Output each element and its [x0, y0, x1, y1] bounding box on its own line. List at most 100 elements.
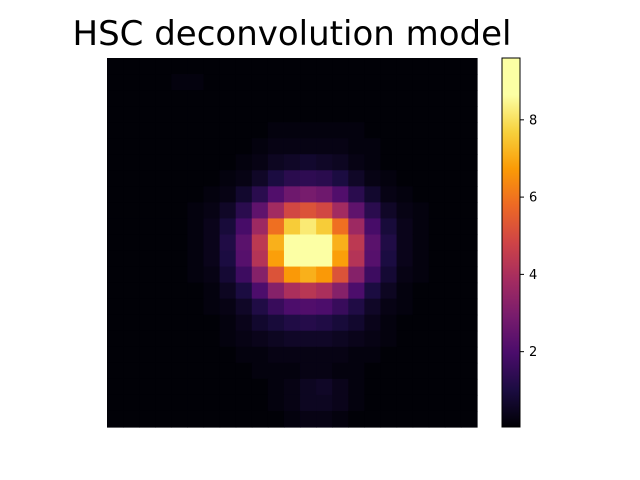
- chart-title: HSC deconvolution model: [72, 14, 512, 54]
- heatmap-cell: [107, 106, 124, 123]
- heatmap-cell: [155, 314, 172, 332]
- heatmap-cell: [203, 250, 221, 268]
- heatmap-cell: [107, 122, 124, 139]
- heatmap-cell: [316, 74, 333, 91]
- heatmap-cell: [460, 138, 478, 155]
- heatmap-cell: [123, 90, 140, 107]
- heatmap-cell: [428, 154, 446, 171]
- heatmap-cell: [107, 410, 124, 428]
- heatmap-cell: [203, 90, 221, 107]
- heatmap-cell: [364, 122, 382, 139]
- heatmap-cell: [316, 218, 333, 236]
- heatmap-cell: [396, 234, 414, 252]
- heatmap-cell: [251, 138, 269, 155]
- heatmap-cell: [107, 170, 124, 187]
- heatmap-cell: [316, 346, 333, 364]
- heatmap-cell: [444, 282, 462, 300]
- heatmap-cell: [123, 218, 140, 236]
- heatmap-cell: [155, 410, 172, 428]
- heatmap-cell: [380, 346, 398, 364]
- heatmap-cell: [139, 298, 156, 316]
- heatmap-cell: [171, 186, 189, 203]
- heatmap-cell: [316, 410, 333, 428]
- heatmap-cell: [251, 282, 269, 300]
- heatmap-cell: [396, 218, 414, 236]
- heatmap-cell: [460, 298, 478, 316]
- heatmap-cell: [380, 154, 398, 171]
- heatmap-cell: [380, 298, 398, 316]
- heatmap-cell: [123, 154, 140, 171]
- heatmap-cell: [412, 330, 430, 348]
- heatmap-cell: [300, 154, 317, 171]
- heatmap-cell: [139, 218, 156, 236]
- heatmap-cell: [300, 122, 317, 139]
- heatmap-cell: [332, 218, 349, 236]
- heatmap-cell: [203, 154, 221, 171]
- heatmap-cell: [300, 362, 317, 380]
- heatmap-cell: [412, 202, 430, 220]
- heatmap-cell: [364, 58, 382, 75]
- heatmap-cell: [235, 266, 253, 284]
- heatmap-cell: [348, 138, 365, 155]
- heatmap-cell: [139, 394, 156, 412]
- heatmap-cell: [187, 282, 205, 300]
- heatmap-cell: [235, 138, 253, 155]
- heatmap-cell: [267, 58, 285, 75]
- heatmap-cell: [203, 122, 221, 139]
- heatmap-cell: [187, 202, 205, 220]
- heatmap-cell: [332, 282, 349, 300]
- heatmap-cell: [171, 90, 189, 107]
- heatmap-cell: [219, 202, 237, 220]
- heatmap-cell: [251, 74, 269, 91]
- heatmap-cell: [155, 170, 172, 187]
- heatmap-cell: [444, 202, 462, 220]
- heatmap-cell: [444, 250, 462, 268]
- heatmap-cell: [267, 122, 285, 139]
- heatmap-cell: [283, 186, 301, 203]
- heatmap-cell: [171, 106, 189, 123]
- heatmap-cell: [171, 362, 189, 380]
- heatmap-cell: [139, 282, 156, 300]
- heatmap-cell: [316, 138, 333, 155]
- heatmap-cell: [155, 378, 172, 396]
- heatmap-cell: [107, 330, 124, 348]
- heatmap-cell: [428, 186, 446, 203]
- heatmap-cell: [203, 234, 221, 252]
- heatmap-cell: [300, 90, 317, 107]
- heatmap-cell: [380, 378, 398, 396]
- heatmap-cell: [460, 154, 478, 171]
- heatmap-cell: [235, 234, 253, 252]
- heatmap-cell: [219, 170, 237, 187]
- heatmap-cell: [187, 58, 205, 75]
- heatmap-cell: [155, 58, 172, 75]
- heatmap-cell: [155, 346, 172, 364]
- colorbar-tick-label: 2: [529, 345, 537, 360]
- heatmap-cell: [348, 90, 365, 107]
- heatmap-cell: [123, 330, 140, 348]
- heatmap-cell: [267, 394, 285, 412]
- heatmap-cell: [380, 282, 398, 300]
- heatmap-cell: [155, 218, 172, 236]
- heatmap-cell: [155, 90, 172, 107]
- heatmap-cell: [219, 410, 237, 428]
- heatmap-cell: [171, 138, 189, 155]
- heatmap-cell: [187, 330, 205, 348]
- heatmap-cell: [380, 410, 398, 428]
- heatmap-cell: [428, 218, 446, 236]
- heatmap-cell: [364, 362, 382, 380]
- heatmap-cell: [283, 298, 301, 316]
- heatmap-cell: [332, 410, 349, 428]
- heatmap-cell: [171, 218, 189, 236]
- heatmap-cell: [348, 170, 365, 187]
- heatmap-cell: [283, 330, 301, 348]
- heatmap-cell: [203, 202, 221, 220]
- heatmap-cell: [235, 282, 253, 300]
- heatmap-cell: [123, 74, 140, 91]
- heatmap-cell: [380, 266, 398, 284]
- heatmap-cell: [251, 362, 269, 380]
- heatmap-cell: [155, 394, 172, 412]
- heatmap-cell: [203, 170, 221, 187]
- colorbar-tick-label: 6: [529, 191, 537, 206]
- heatmap-cell: [235, 58, 253, 75]
- heatmap-cell: [428, 266, 446, 284]
